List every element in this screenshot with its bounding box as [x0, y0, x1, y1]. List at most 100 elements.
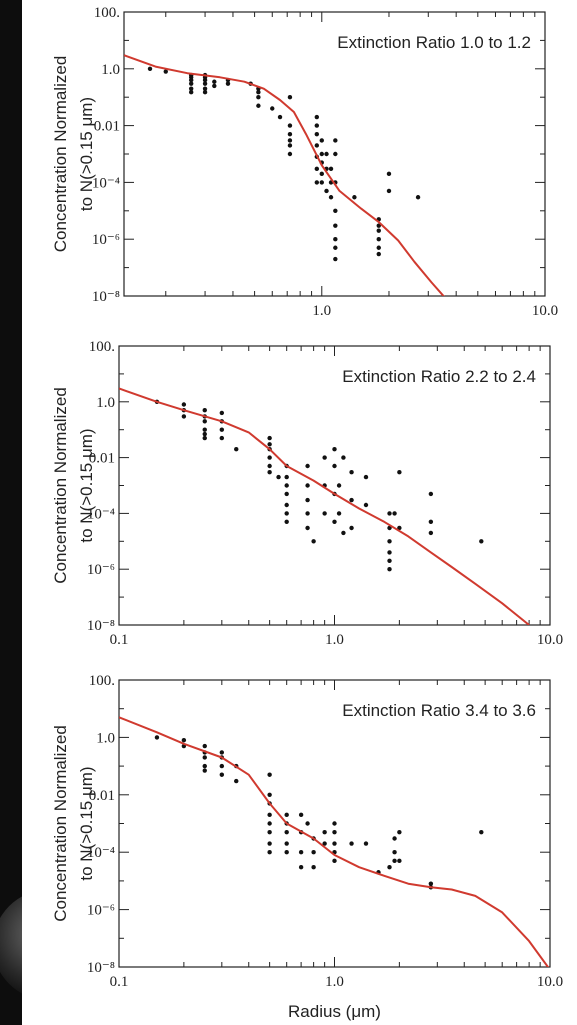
data-point: [284, 812, 289, 818]
data-point: [349, 469, 354, 475]
data-point: [319, 151, 324, 157]
data-point: [181, 737, 187, 743]
y-tick-label: 10⁻⁴: [87, 506, 115, 522]
x-ticks: [118, 346, 541, 625]
data-point: [219, 427, 225, 432]
data-point: [387, 525, 392, 531]
data-point: [256, 103, 261, 108]
data-point: [284, 502, 289, 508]
data-point: [219, 750, 225, 755]
data-point: [332, 841, 337, 846]
x-tick-label: 1.0: [325, 974, 344, 990]
data-point: [284, 841, 289, 846]
x-axis-label: Radius (μm): [288, 1002, 381, 1021]
y-tick-label: 10⁻⁶: [87, 562, 115, 578]
data-point: [267, 829, 272, 835]
data-point: [284, 850, 289, 855]
x-tick-label: 1.0: [312, 303, 331, 319]
y-axis-label-line2: to N(>0.15 μm): [77, 428, 96, 542]
data-point: [163, 69, 168, 74]
data-point: [277, 114, 283, 120]
data-point: [349, 841, 354, 846]
data-point: [305, 821, 310, 826]
data-point: [234, 447, 239, 452]
x-tick-label: 10.0: [532, 303, 558, 319]
data-point: [188, 86, 194, 91]
data-point: [287, 95, 293, 100]
y-axis-label-line1: Concentration Normalized: [51, 56, 70, 253]
data-point: [284, 511, 289, 516]
data-point: [287, 131, 293, 137]
y-axis-label-line1: Concentration Normalized: [51, 725, 70, 922]
data-point: [333, 138, 338, 143]
data-point: [392, 836, 397, 841]
data-point: [202, 768, 207, 773]
data-point: [333, 256, 338, 262]
data-point: [202, 77, 208, 83]
data-point: [181, 402, 187, 407]
data-point: [202, 81, 208, 86]
data-point: [479, 829, 484, 835]
data-point: [147, 66, 153, 72]
data-point: [324, 151, 329, 157]
data-point: [267, 850, 272, 855]
y-tick-label: 100.: [89, 339, 115, 355]
data-point: [314, 123, 320, 128]
data-point: [314, 166, 320, 172]
data-point: [202, 86, 208, 91]
data-point: [256, 95, 261, 100]
data-point: [305, 511, 310, 516]
y-tick-label: 10⁻⁸: [92, 289, 120, 305]
data-point: [479, 539, 484, 544]
y-ticks: [119, 679, 550, 968]
data-point: [267, 812, 272, 818]
data-point: [387, 567, 392, 572]
data-point: [397, 525, 402, 531]
data-point: [270, 106, 275, 111]
data-point: [202, 89, 208, 95]
y-tick-label: 1.0: [96, 730, 115, 746]
plot-area: [124, 54, 445, 296]
data-point: [322, 511, 327, 516]
data-point: [341, 455, 346, 460]
data-point: [314, 114, 320, 120]
data-point: [332, 447, 337, 452]
data-point: [397, 858, 402, 864]
y-tick-label: 10⁻⁶: [92, 232, 120, 248]
data-point: [267, 792, 272, 797]
data-point: [428, 530, 434, 536]
data-point: [267, 455, 272, 460]
data-point: [415, 195, 421, 200]
y-axis-label-line2: to N(>0.15 μm): [77, 766, 96, 880]
y-tick-label: 0.01: [89, 451, 115, 467]
data-point: [276, 474, 281, 480]
x-tick-label: 1.0: [325, 632, 344, 648]
data-point: [322, 455, 327, 460]
data-point: [267, 435, 272, 441]
panel-annotation: Extinction Ratio 3.4 to 3.6: [342, 701, 536, 720]
data-point: [181, 414, 187, 419]
data-point: [319, 138, 324, 143]
y-tick-label: 10⁻⁴: [92, 175, 120, 191]
data-point: [212, 83, 217, 89]
data-point: [319, 180, 324, 185]
data-point: [234, 778, 239, 784]
data-point: [188, 81, 194, 86]
data-point: [333, 208, 338, 213]
chart-panel-3: 100. 1.0 0.01 10⁻⁴ 10⁻⁶ 10⁻⁸0.1 1.0 10.0 Extinct…: [51, 673, 563, 1021]
data-point: [332, 463, 337, 469]
x-ticks: [118, 680, 541, 967]
data-point: [332, 519, 337, 524]
data-point: [267, 821, 272, 826]
y-tick-label: 10⁻⁸: [87, 960, 115, 976]
data-point: [267, 841, 272, 846]
data-point: [392, 511, 397, 516]
data-point: [333, 223, 338, 228]
data-point: [386, 188, 392, 194]
data-point: [333, 151, 338, 157]
data-point: [352, 195, 357, 200]
data-point: [212, 79, 217, 84]
plot-frame: [118, 345, 551, 626]
data-point: [154, 735, 160, 740]
data-point: [284, 474, 289, 480]
